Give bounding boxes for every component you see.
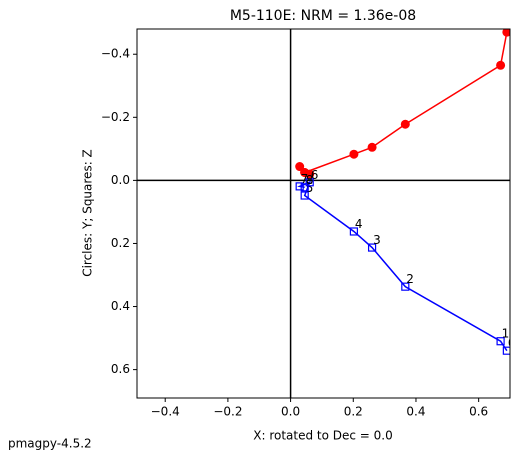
y-tick-label: 0.6 [111, 362, 130, 376]
point-label: 4 [355, 217, 363, 231]
series-line [299, 32, 508, 175]
point-label: 7 [301, 172, 309, 186]
point [400, 119, 410, 129]
point [401, 282, 410, 291]
point-label: 1 [502, 327, 510, 341]
point [502, 29, 510, 37]
point [367, 243, 377, 252]
x-tick-label: 0.2 [344, 405, 363, 419]
x-tick-label: −0.4 [151, 405, 180, 419]
x-axis-label: X: rotated to Dec = 0.0 [253, 429, 393, 443]
y-tick-label: 0.4 [111, 299, 130, 313]
point-label: 8 [306, 173, 314, 187]
point-label: 0 [508, 336, 516, 350]
footer: pmagpy-4.5.2 [8, 437, 92, 451]
chart-title: M5-110E: NRM = 1.36e-08 [230, 8, 416, 24]
point [300, 168, 310, 177]
point [502, 346, 510, 355]
x-tick-label: 0.0 [281, 405, 300, 419]
y-tick-label: 0.2 [111, 236, 130, 250]
point [349, 227, 359, 236]
x-tick-label: 0.4 [406, 405, 425, 419]
point [300, 191, 309, 200]
point [349, 149, 359, 159]
point [305, 178, 314, 187]
point [300, 183, 309, 192]
point-label: 5 [306, 181, 314, 195]
y-tick-label: −0.4 [101, 47, 130, 61]
point-label: 2 [406, 272, 414, 286]
y-tick-label: 0.0 [111, 173, 130, 187]
axes-frame [136, 28, 511, 399]
x-tick-label: −0.2 [213, 405, 242, 419]
y-axis-label: Circles: Y; Squares: Z [81, 149, 95, 277]
point [496, 337, 505, 346]
point [496, 60, 506, 70]
point [295, 162, 305, 172]
y-tick-label: −0.2 [101, 110, 130, 124]
point-label: 6 [311, 168, 319, 182]
point-label: 3 [373, 233, 381, 247]
point [367, 142, 377, 152]
point [295, 182, 304, 191]
x-tick-label: 0.6 [469, 405, 488, 419]
series-line [297, 180, 508, 352]
